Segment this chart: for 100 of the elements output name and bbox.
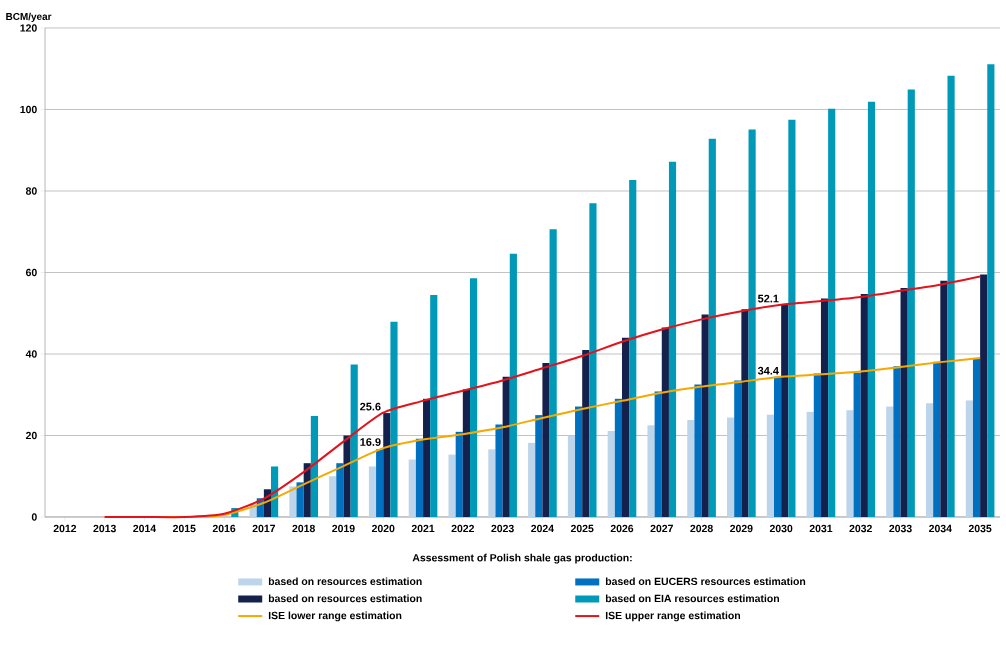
y-tick-label: 60 <box>25 268 37 277</box>
x-tick-label: 2017 <box>252 524 276 533</box>
bar <box>488 449 496 517</box>
y-tick-label: 20 <box>25 431 37 440</box>
bar <box>582 349 590 517</box>
bar <box>972 358 981 517</box>
x-tick-label: 2012 <box>53 524 77 533</box>
x-tick-label: 2020 <box>371 524 395 533</box>
bar <box>813 373 821 517</box>
bar <box>589 203 597 517</box>
x-tick-label: 2016 <box>212 524 236 533</box>
data-label: 52.1 <box>757 294 779 303</box>
bar <box>575 406 583 517</box>
legend-label: ISE upper range estimation <box>605 611 741 622</box>
bar <box>766 414 774 517</box>
bar <box>535 415 543 517</box>
bar <box>701 314 709 517</box>
legend-label: based on resources estimation <box>268 594 422 603</box>
x-tick-label: 2028 <box>690 524 713 533</box>
bar <box>448 454 456 517</box>
bar <box>368 466 377 517</box>
y-axis-title: BCM/year <box>6 12 52 23</box>
bar <box>542 362 550 517</box>
bar <box>860 294 868 517</box>
bar <box>806 411 814 517</box>
x-tick-label: 2033 <box>889 524 912 533</box>
bar <box>846 410 854 517</box>
bar <box>853 372 861 517</box>
bar <box>694 384 702 517</box>
bar <box>828 108 836 517</box>
bar <box>734 380 742 517</box>
x-tick-label: 2013 <box>93 524 116 533</box>
bar <box>621 337 630 517</box>
x-tick-label: 2024 <box>531 524 554 533</box>
bar <box>567 435 576 517</box>
bar <box>509 253 517 517</box>
bar <box>390 321 398 517</box>
y-tick-label: 40 <box>25 350 37 358</box>
y-tick-label: 0 <box>31 513 37 521</box>
bar <box>469 278 478 517</box>
bar <box>528 442 536 517</box>
bar <box>781 304 789 517</box>
bar <box>423 398 431 517</box>
bar <box>549 229 557 517</box>
data-label: 25.6 <box>360 402 381 411</box>
x-tick-label: 2014 <box>133 524 157 533</box>
bar <box>455 431 463 517</box>
y-tick-label: 80 <box>25 187 37 195</box>
bar <box>296 482 304 517</box>
bar <box>708 138 716 517</box>
x-tick-label: 2029 <box>730 524 753 533</box>
x-tick-label: 2027 <box>650 524 673 533</box>
data-label: 16.9 <box>360 438 381 446</box>
bar <box>614 398 622 517</box>
x-tick-label: 2021 <box>411 524 435 533</box>
bar <box>668 161 677 517</box>
bar <box>900 287 908 517</box>
bar <box>607 431 615 517</box>
line-series <box>103 275 982 519</box>
x-tick-label: 2034 <box>929 524 952 533</box>
bar <box>727 417 735 517</box>
x-tick-label: 2031 <box>809 524 833 533</box>
x-tick-label: 2023 <box>491 524 514 533</box>
bar <box>629 179 637 517</box>
x-tick-label: 2026 <box>610 524 634 533</box>
bar <box>310 415 318 517</box>
bar <box>430 294 438 517</box>
legend-label: based on resources estimation <box>268 577 422 586</box>
bar <box>376 449 384 517</box>
bar <box>820 298 829 517</box>
bar <box>408 459 416 517</box>
legend-label: ISE lower range estimation <box>268 611 402 622</box>
x-tick-label: 2019 <box>332 524 355 533</box>
x-tick-label: 2018 <box>292 524 315 533</box>
legend-label: based on EUCERS resources estimation <box>605 577 806 586</box>
bar <box>748 129 756 517</box>
bar <box>933 361 941 517</box>
bar <box>654 391 662 517</box>
bar <box>647 425 655 517</box>
data-label: 34.4 <box>757 366 779 375</box>
bar <box>495 424 503 517</box>
bar <box>987 64 995 517</box>
legend-title: Assessment of Polish shale gas production: <box>412 553 632 564</box>
bar <box>502 376 510 517</box>
bar <box>867 101 876 517</box>
x-tick-label: 2022 <box>451 524 475 533</box>
bar <box>303 463 311 517</box>
x-tick-label: 2030 <box>769 524 793 533</box>
x-tick-label: 2032 <box>849 524 872 533</box>
bar <box>329 476 337 517</box>
bar <box>907 89 915 517</box>
bar <box>336 463 344 517</box>
bar <box>886 406 894 517</box>
bar <box>893 366 901 517</box>
y-tick-label: 100 <box>20 105 37 114</box>
bar <box>926 403 934 517</box>
x-tick-label: 2035 <box>968 524 992 533</box>
bar <box>289 486 297 517</box>
bar <box>383 413 391 517</box>
bar <box>965 400 973 517</box>
